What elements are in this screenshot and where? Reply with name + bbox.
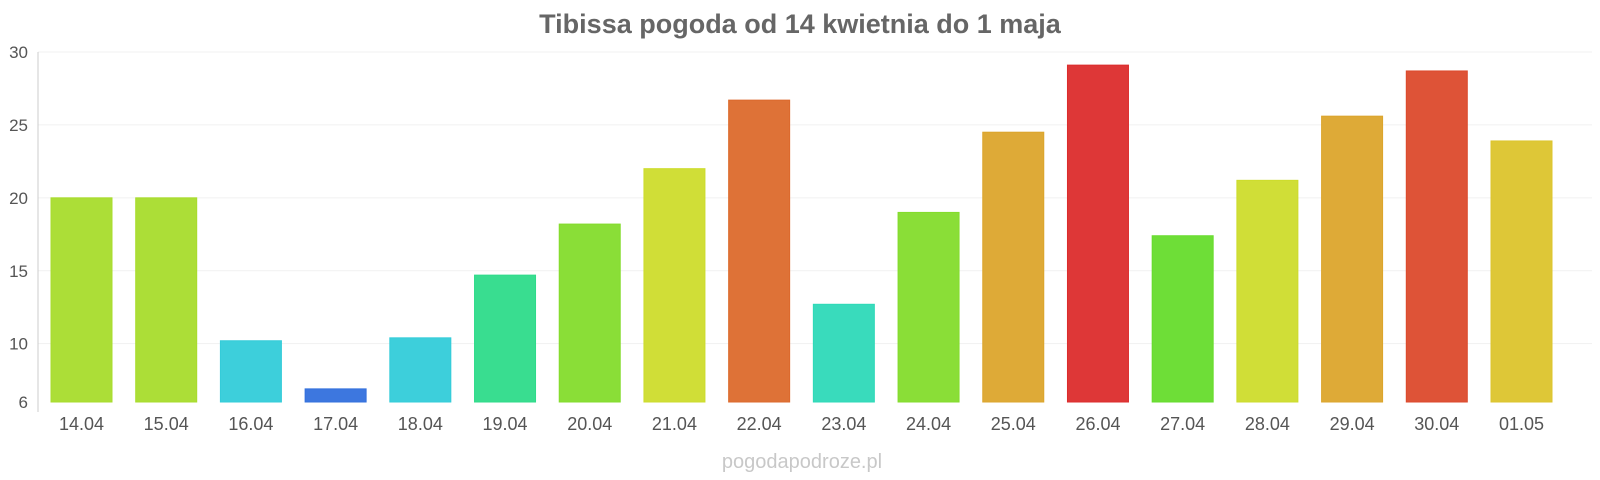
y-tick-label: 6: [19, 393, 28, 412]
x-tick-label: 29.04: [1330, 414, 1375, 434]
bar-19.04[interactable]: [474, 274, 537, 403]
watermark: pogodapodroze.pl: [722, 451, 882, 473]
x-tick-label: 19.04: [483, 414, 528, 434]
x-tick-label: 18.04: [398, 414, 443, 434]
x-tick-label: 15.04: [144, 414, 189, 434]
bar-15.04[interactable]: [135, 197, 198, 403]
x-tick-label: 21.04: [652, 414, 697, 434]
bar-18.04[interactable]: [389, 337, 452, 403]
bar-22.04[interactable]: [728, 99, 791, 403]
x-tick-label: 23.04: [821, 414, 866, 434]
x-tick-label: 01.05: [1499, 414, 1544, 434]
bar-20.04[interactable]: [558, 223, 621, 403]
y-axis: 6 10 15 20 25 30: [9, 43, 28, 412]
x-tick-label: 25.04: [991, 414, 1036, 434]
bar-29.04[interactable]: [1321, 115, 1384, 403]
bar-30.04[interactable]: [1405, 70, 1468, 403]
bar-01.05[interactable]: [1490, 140, 1553, 403]
y-tick-label: 10: [9, 335, 28, 354]
bars: [50, 64, 1553, 403]
bar-23.04[interactable]: [812, 303, 875, 403]
x-tick-label: 20.04: [567, 414, 612, 434]
x-tick-label: 14.04: [59, 414, 104, 434]
x-axis: 14.04 15.04 16.04 17.04 18.04 19.04 20.04 21.04…: [59, 414, 1544, 434]
bar-26.04[interactable]: [1066, 64, 1129, 403]
bar-25.04[interactable]: [982, 131, 1045, 403]
x-tick-label: 27.04: [1160, 414, 1205, 434]
bar-16.04[interactable]: [219, 340, 282, 403]
bar-14.04[interactable]: [50, 197, 113, 403]
x-tick-label: 28.04: [1245, 414, 1290, 434]
x-tick-label: 22.04: [737, 414, 782, 434]
x-tick-label: 26.04: [1075, 414, 1120, 434]
chart-title: Tibissa pogoda od 14 kwietnia do 1 maja: [539, 9, 1062, 39]
bar-24.04[interactable]: [897, 211, 960, 403]
y-tick-label: 25: [9, 116, 28, 135]
bar-17.04[interactable]: [304, 388, 367, 403]
bar-21.04[interactable]: [643, 168, 706, 403]
x-tick-label: 16.04: [228, 414, 273, 434]
bar-28.04[interactable]: [1236, 179, 1299, 403]
y-tick-label: 20: [9, 189, 28, 208]
bar-27.04[interactable]: [1151, 235, 1214, 403]
x-tick-label: 17.04: [313, 414, 358, 434]
x-tick-label: 30.04: [1414, 414, 1459, 434]
y-tick-label: 15: [9, 262, 28, 281]
x-tick-label: 24.04: [906, 414, 951, 434]
y-tick-label: 30: [9, 43, 28, 62]
